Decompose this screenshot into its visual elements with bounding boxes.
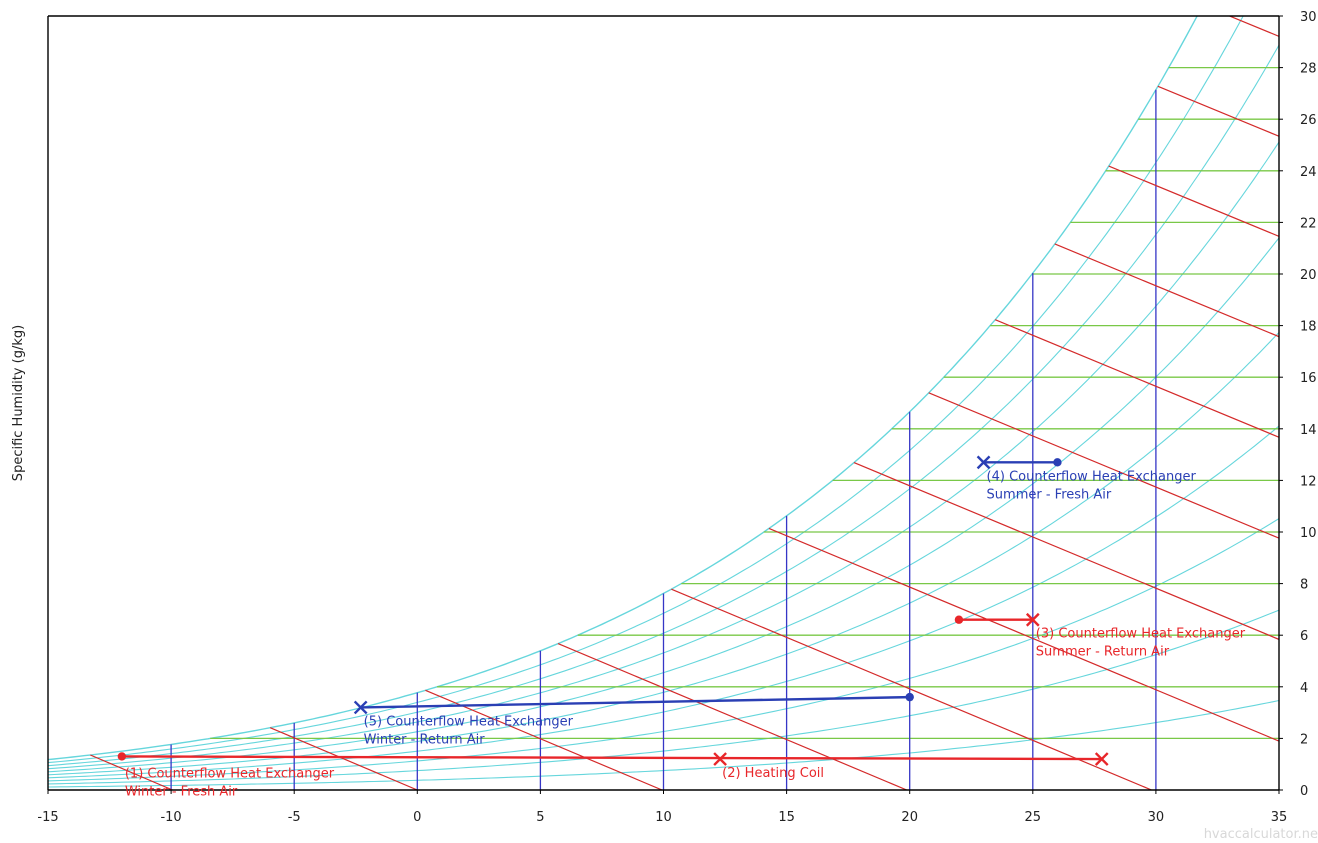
process-label: (3) Counterflow Heat Exchanger [1036, 627, 1246, 642]
x-tick-label: 30 [1148, 810, 1165, 825]
process-segment [121, 755, 1102, 761]
y-tick-label: 16 [1300, 371, 1317, 386]
y-tick-label: 28 [1300, 62, 1317, 77]
enthalpy-lines [90, 16, 1279, 790]
y-tick-label: 20 [1300, 268, 1317, 283]
process-start-point [954, 615, 964, 624]
x-tick-label: 0 [413, 810, 421, 825]
process-end-marker [713, 752, 727, 766]
process-end-marker [1025, 612, 1040, 627]
x-tick-label: -10 [160, 810, 181, 825]
y-tick-label: 18 [1300, 320, 1317, 335]
dry-bulb-temperature-lines [170, 89, 1157, 790]
process-sublabel: Winter - Fresh Air [125, 784, 238, 799]
process-start-point [117, 752, 127, 761]
enthalpy-line [425, 689, 663, 790]
process-line: (5) Counterflow Heat Exchanger Winter - R… [353, 692, 914, 747]
x-tick-label: 15 [778, 810, 795, 825]
y-tick-label: 4 [1300, 681, 1308, 696]
humidity-gridlines [210, 66, 1279, 740]
x-tick-label: -5 [288, 810, 301, 825]
y-tick-label: 24 [1300, 165, 1317, 180]
process-start-point [905, 692, 914, 702]
y-tick-label: 22 [1300, 216, 1317, 231]
y-tick-label: 6 [1300, 629, 1308, 644]
process-segment [360, 695, 910, 709]
enthalpy-line [928, 392, 1279, 539]
x-tick-label: 20 [901, 810, 918, 825]
enthalpy-line [1054, 243, 1279, 338]
y-tick-label: 8 [1300, 578, 1308, 593]
x-tick-label: -15 [37, 810, 58, 825]
process-sublabel: Winter - Return Air [364, 732, 486, 747]
enthalpy-line [90, 754, 173, 790]
y-tick-label: 30 [1300, 10, 1317, 25]
enthalpy-line [994, 319, 1279, 438]
process-line: (2) Heating Coil [713, 752, 824, 781]
enthalpy-line [269, 727, 418, 790]
y-axis-label: Specific Humidity (g/kg) [11, 325, 26, 481]
process-lines: (1) Counterflow Heat Exchanger Winter - F… [117, 455, 1246, 799]
y-tick-label: 26 [1300, 113, 1317, 128]
enthalpy-line [853, 462, 1279, 641]
process-line: (3) Counterflow Heat Exchanger Summer - R… [954, 612, 1246, 660]
process-start-point [1053, 458, 1062, 467]
enthalpy-line [768, 527, 1279, 742]
enthalpy-line [1157, 85, 1279, 137]
x-axis-ticks: -15 -10 -5 0 5 10 15 20 25 30 35 [37, 790, 1287, 825]
process-sublabel: Summer - Fresh Air [987, 487, 1112, 502]
x-tick-label: 35 [1271, 810, 1288, 825]
process-label: (2) Heating Coil [722, 766, 824, 781]
enthalpy-line [557, 643, 907, 790]
y-tick-label: 10 [1300, 526, 1317, 541]
process-end-marker [353, 700, 368, 715]
x-tick-label: 10 [655, 810, 672, 825]
y-tick-label: 14 [1300, 423, 1317, 438]
y-tick-label: 12 [1300, 474, 1317, 489]
process-label: (4) Counterflow Heat Exchanger [987, 469, 1197, 484]
enthalpy-line [671, 588, 1152, 790]
rh-curve-100 [48, 16, 1198, 761]
process-label: (1) Counterflow Heat Exchanger [125, 766, 335, 781]
process-end-marker [976, 455, 991, 470]
y-tick-label: 0 [1300, 784, 1308, 799]
x-tick-label: 5 [536, 810, 544, 825]
process-line: (1) Counterflow Heat Exchanger Winter - F… [117, 752, 1109, 799]
process-sublabel: Summer - Return Air [1036, 645, 1170, 660]
process-line: (4) Counterflow Heat Exchanger Summer - F… [976, 455, 1197, 502]
y-tick-label: 2 [1300, 732, 1308, 747]
x-tick-label: 25 [1025, 810, 1042, 825]
process-label: (5) Counterflow Heat Exchanger [364, 714, 574, 729]
process-end-marker [1094, 752, 1109, 766]
watermark: hvaccalculator.ne [1204, 827, 1318, 842]
